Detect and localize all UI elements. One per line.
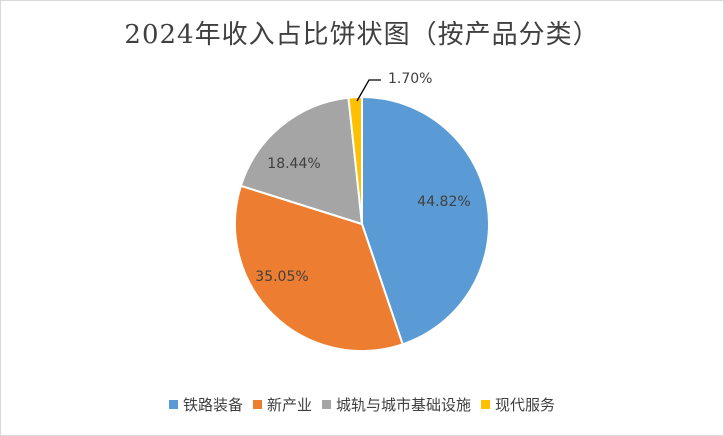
chart-title: 2024年收入占比饼状图（按产品分类） <box>124 20 600 50</box>
pie-slice-2 <box>234 184 404 352</box>
legend-label: 城轨与城市基础设施 <box>336 396 472 414</box>
pie-slice-4 <box>347 95 363 225</box>
legend-swatch <box>481 400 491 409</box>
pie-slice-3 <box>239 96 363 225</box>
legend-item-2: 新产业 <box>252 394 312 415</box>
legend-item-4: 现代服务 <box>481 394 555 415</box>
data-label-3: 18.44% <box>267 156 320 172</box>
data-label-4: 1.70% <box>388 71 432 87</box>
data-label-2: 35.05% <box>255 269 308 285</box>
legend-swatch <box>252 400 262 409</box>
legend-swatch <box>168 400 178 409</box>
legend-label: 新产业 <box>266 396 312 414</box>
legend-label: 现代服务 <box>495 396 556 414</box>
legend: 铁路装备 新产业 城轨与城市基础设施 现代服务 <box>0 394 724 415</box>
legend-label: 铁路装备 <box>182 396 243 414</box>
legend-swatch <box>322 400 331 409</box>
legend-item-3: 城轨与城市基础设施 <box>322 394 471 415</box>
legend-item-1: 铁路装备 <box>168 394 243 415</box>
leader-line-4 <box>356 79 381 102</box>
data-label-1: 44.82% <box>417 194 470 210</box>
pie-slice-1 <box>361 96 490 346</box>
